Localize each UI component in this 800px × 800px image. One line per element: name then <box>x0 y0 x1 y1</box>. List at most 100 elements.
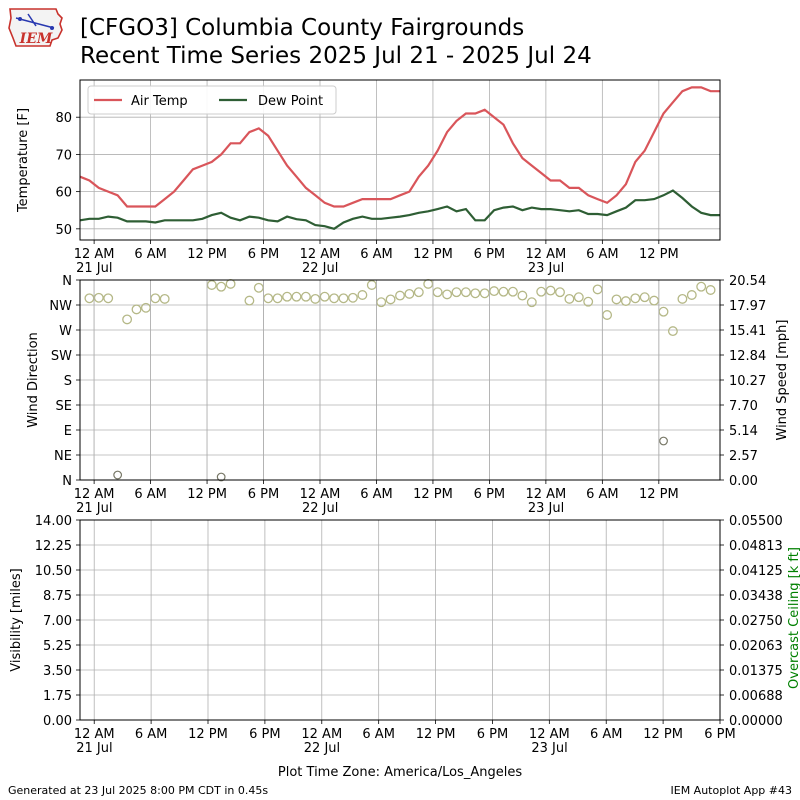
wind-direction-marker <box>555 287 565 298</box>
speed-tick-label: 12.84 <box>729 349 766 364</box>
x-tick-label: 12 AM <box>525 487 566 502</box>
wind-direction-marker <box>131 304 142 315</box>
wind-direction-marker <box>649 295 660 306</box>
x-tick-label: 12 PM <box>187 247 227 262</box>
direction-tick-label: NW <box>49 299 72 314</box>
wind-direction-marker <box>291 291 302 302</box>
wind-direction-marker <box>225 278 236 289</box>
wind-direction-marker <box>489 286 500 297</box>
y-tick-label: 60 <box>55 186 72 201</box>
svg-text:IEM: IEM <box>19 31 53 47</box>
y2-tick-label: 0.04813 <box>729 539 783 554</box>
legend: Air Temp Dew Point <box>87 85 337 115</box>
speed-tick-label: 0.00 <box>729 474 758 489</box>
speed-tick-label: 2.57 <box>729 449 758 464</box>
y2-tick-label: 0.00688 <box>729 689 783 704</box>
x-tick-label: 6 PM <box>249 727 280 742</box>
x-tick-label: 12 AM <box>74 727 115 742</box>
y-axis-label: Wind Direction <box>26 332 41 428</box>
wind-direction-marker <box>84 293 95 304</box>
x-tick-date-label: 23 Jul <box>528 501 564 516</box>
x-tick-label: 12 PM <box>413 247 453 262</box>
wind-direction-marker <box>159 293 170 304</box>
direction-tick-label: SW <box>51 349 72 364</box>
y-tick-label: 70 <box>55 148 72 163</box>
speed-tick-label: 10.27 <box>729 374 766 389</box>
wind-direction-marker <box>659 436 668 446</box>
x-tick-label: 12 PM <box>639 247 679 262</box>
x-tick-label: 6 PM <box>474 247 505 262</box>
speed-tick-label: 20.54 <box>729 274 766 289</box>
x-tick-date-label: 23 Jul <box>531 741 567 756</box>
plot-frame <box>79 79 721 241</box>
x-tick-label: 6 AM <box>360 247 393 262</box>
wind-direction-marker <box>319 291 330 302</box>
x-tick-label: 6 PM <box>248 487 279 502</box>
x-tick-label: 6 AM <box>360 487 393 502</box>
x-tick-label: 6 AM <box>134 487 167 502</box>
direction-tick-label: SE <box>56 399 72 414</box>
wind-direction-marker <box>206 280 217 290</box>
wind-direction-marker <box>338 293 349 304</box>
x-tick-label: 12 AM <box>74 487 115 502</box>
dew-point-line <box>79 189 720 230</box>
x-tick-label: 12 AM <box>525 247 566 262</box>
wind-direction-marker <box>573 292 584 303</box>
direction-tick-label: S <box>64 374 72 389</box>
y-tick-label: 50 <box>55 223 72 238</box>
x-tick-label: 6 AM <box>135 727 168 742</box>
wind-direction-marker <box>263 293 274 304</box>
y2-tick-label: 0.01375 <box>729 664 783 679</box>
x-tick-label: 6 AM <box>586 247 619 262</box>
wind-direction-marker <box>253 282 264 293</box>
wind-direction-marker <box>696 281 707 292</box>
wind-direction-marker <box>216 472 226 482</box>
wind-direction-marker <box>282 291 293 302</box>
visibility-ceiling-panel: 0.00 0.00000 1.75 0.00688 3.50 0.01375 5.25 0.0… <box>9 514 800 756</box>
x-tick-label: 12 AM <box>300 247 341 262</box>
app-note: IEM Autoplot App #43 <box>670 784 793 797</box>
x-tick-date-label: 21 Jul <box>76 261 112 276</box>
x-tick-date-label: 22 Jul <box>302 261 338 276</box>
speed-tick-label: 7.70 <box>729 399 758 414</box>
chart-title-line-1: [CFGO3] Columbia County Fairgrounds <box>80 15 525 41</box>
wind-direction-marker <box>592 284 603 295</box>
generated-note: Generated at 23 Jul 2025 8:00 PM CDT in … <box>8 784 269 797</box>
wind-direction-marker <box>526 297 537 308</box>
wind-direction-marker <box>507 286 518 297</box>
x-tick-label: 12 AM <box>301 727 342 742</box>
wind-direction-marker <box>658 306 669 317</box>
x-tick-label: 6 AM <box>134 247 167 262</box>
x-tick-date-label: 22 Jul <box>304 741 340 756</box>
x-tick-label: 12 PM <box>413 487 453 502</box>
wind-direction-marker <box>404 288 415 299</box>
x-tick-label: 6 PM <box>704 727 735 742</box>
wind-direction-marker <box>705 285 716 295</box>
x-tick-date-label: 22 Jul <box>302 501 338 516</box>
plot-frame <box>79 519 721 721</box>
wind-panel: N NE E SE S SW W NW N 0.00 2.57 5.14 7.70 10.27 12.84 1… <box>26 274 790 516</box>
wind-direction-marker <box>498 286 509 297</box>
y-tick-label: 0.00 <box>43 714 72 729</box>
y2-tick-label: 0.04125 <box>729 564 783 579</box>
wind-direction-marker <box>470 288 481 299</box>
wind-direction-marker <box>385 294 396 305</box>
wind-direction-marker <box>329 293 340 304</box>
y2-tick-label: 0.00000 <box>729 714 783 729</box>
x-tick-date-label: 21 Jul <box>76 741 112 756</box>
y2-tick-label: 0.03438 <box>729 589 783 604</box>
wind-direction-marker <box>442 289 453 300</box>
x-tick-label: 6 AM <box>590 727 623 742</box>
wind-direction-marker <box>150 293 161 304</box>
direction-tick-label: W <box>59 324 72 339</box>
y2-tick-label: 0.02063 <box>729 639 783 654</box>
wind-direction-marker <box>630 293 641 304</box>
wind-direction-marker <box>677 293 688 304</box>
y-tick-label: 1.75 <box>43 689 72 704</box>
x-tick-label: 12 AM <box>300 487 341 502</box>
wind-direction-marker <box>113 470 123 480</box>
x-tick-label: 6 PM <box>248 247 279 262</box>
wind-direction-marker <box>479 288 490 299</box>
x-tick-label: 6 AM <box>362 727 395 742</box>
